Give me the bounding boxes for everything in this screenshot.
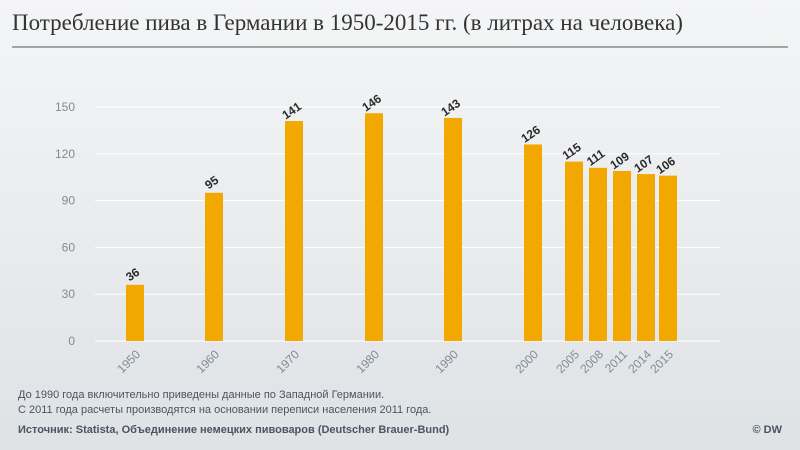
y-tick-label: 150 — [55, 100, 75, 114]
bar — [524, 144, 542, 341]
bar — [659, 175, 677, 341]
credit: © DW — [753, 424, 783, 436]
bar — [285, 121, 303, 341]
y-tick-label: 90 — [62, 194, 76, 208]
bar — [444, 117, 462, 341]
source: Источник: Statista, Объединение немецких… — [18, 424, 450, 436]
bar — [613, 170, 631, 341]
y-tick-label: 120 — [55, 147, 75, 161]
y-tick-label: 30 — [62, 287, 76, 301]
note: С 2011 года расчеты производятся на осно… — [18, 404, 431, 416]
chart-title: Потребление пива в Германии в 1950-2015 … — [12, 10, 683, 35]
y-tick-label: 60 — [62, 240, 76, 254]
note: До 1990 года включительно приведены данн… — [18, 389, 384, 401]
y-tick-label: 0 — [68, 334, 75, 348]
bar — [126, 284, 144, 341]
bar — [589, 167, 607, 341]
bar — [205, 192, 223, 341]
bar — [365, 113, 383, 342]
bar — [637, 174, 655, 341]
bar — [565, 161, 583, 341]
